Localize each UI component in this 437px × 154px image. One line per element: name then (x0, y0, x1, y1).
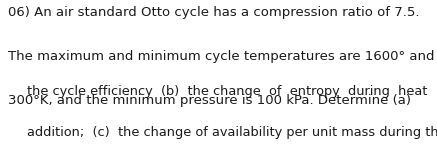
Text: 300°K, and the minimum pressure is 100 kPa. Determine (a): 300°K, and the minimum pressure is 100 k… (8, 94, 411, 107)
Text: The maximum and minimum cycle temperatures are 1600° and: The maximum and minimum cycle temperatur… (8, 50, 434, 63)
Text: 06) An air standard Otto cycle has a compression ratio of 7.5.: 06) An air standard Otto cycle has a com… (8, 6, 420, 19)
Text: the cycle efficiency  (b)  the change  of  entropy  during  heat: the cycle efficiency (b) the change of e… (27, 85, 427, 98)
Text: addition;  (c)  the change of availability per unit mass during the: addition; (c) the change of availability… (27, 126, 437, 139)
